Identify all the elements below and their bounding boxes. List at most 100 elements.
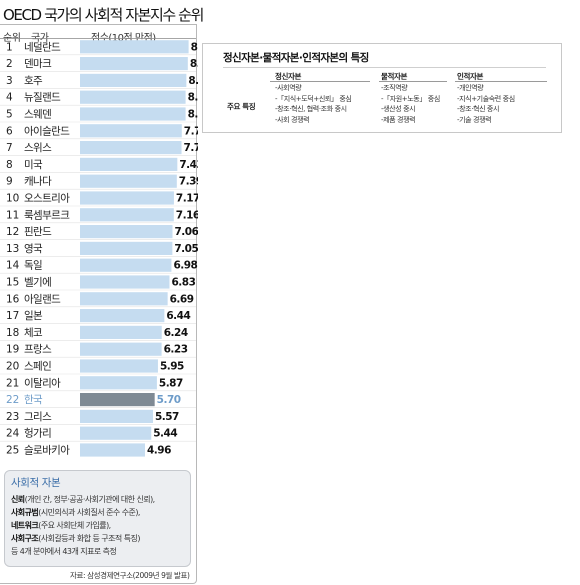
- bar: [80, 325, 162, 339]
- legend-item: 사회구조(사회갈등과 화합 등 구조적 특징): [11, 532, 184, 545]
- rank-label: 23: [6, 411, 19, 423]
- bar: [80, 342, 162, 356]
- chart-frame: [0, 24, 197, 584]
- bar: [80, 225, 173, 239]
- bar: [80, 191, 174, 205]
- value-label: 6.83: [171, 277, 195, 289]
- bar: [80, 376, 157, 390]
- legend-term: 신뢰: [11, 495, 25, 504]
- rank-label: 2: [6, 58, 13, 70]
- list-item: -창조·혁신 중시: [457, 105, 500, 113]
- list-item: -지식+기술숙련 중심: [457, 94, 515, 103]
- value-label: 7.05: [174, 243, 198, 255]
- comparison-table: 정신자본·물적자본·인적자본의 특징 정신자본 물적자본 인적자본 주요 특징 …: [202, 43, 562, 133]
- country-label: 스위스: [24, 141, 52, 154]
- value-label: 7.75: [184, 142, 198, 154]
- bar: [80, 393, 155, 407]
- bar: [80, 443, 145, 457]
- column-header-mental: 정신자본: [275, 72, 301, 81]
- comparison-title: 정신자본·물적자본·인적자본의 특징: [223, 52, 369, 64]
- value-label: 8.06: [188, 109, 198, 121]
- country-label: 핀란드: [24, 226, 52, 238]
- bar: [80, 258, 172, 272]
- value-label: 6.24: [164, 327, 188, 339]
- bar: [80, 107, 186, 121]
- value-label: 7.39: [179, 176, 198, 188]
- country-label: 그리스: [24, 411, 52, 423]
- country-label: 네덜란드: [24, 41, 61, 53]
- bar: [80, 409, 153, 423]
- country-label: 이탈리아: [24, 376, 61, 389]
- country-label: 체코: [24, 327, 43, 339]
- legend-item: 사회규범(시민의식과 사회질서 준수 수준),: [11, 506, 184, 519]
- country-label: 덴마크: [24, 58, 52, 70]
- list-item: -개인역량: [457, 84, 484, 92]
- bar: [80, 292, 168, 306]
- country-label: 캐나다: [24, 176, 52, 188]
- country-label: 벨기에: [24, 277, 51, 289]
- rank-label: 10: [6, 193, 19, 205]
- bar: [80, 40, 189, 54]
- country-label: 오스트리아: [24, 193, 70, 205]
- column-items-mental: -사회역량 -「지식+도덕+신뢰」 중심 -창조·혁신, 협력·조화 중시 -사…: [275, 83, 352, 125]
- chart-title: OECD 국가의 사회적 자본지수 순위: [3, 6, 204, 24]
- bar: [80, 124, 182, 138]
- legend-term: 사회규범: [11, 508, 39, 517]
- value-label: 6.69: [170, 293, 194, 305]
- column-header-human: 인적자본: [457, 72, 483, 81]
- country-label: 한국: [24, 394, 43, 406]
- column-divider: [270, 81, 370, 82]
- value-label: 7.16: [176, 209, 198, 221]
- legend-desc: (개인 간, 정부·공공·사회기관에 대한 신뢰),: [24, 495, 156, 504]
- country-label: 독일: [24, 259, 42, 272]
- rank-label: 14: [6, 260, 20, 272]
- list-item: -기술 경쟁력: [457, 115, 492, 124]
- bar: [80, 275, 170, 289]
- column-divider: [379, 81, 447, 82]
- rank-label: 11: [6, 209, 19, 221]
- country-label: 일본: [24, 309, 43, 322]
- rank-label: 5: [6, 109, 13, 121]
- country-label: 아일랜드: [24, 292, 61, 305]
- bar: [80, 157, 178, 171]
- bar: [80, 90, 186, 104]
- rank-label: 9: [6, 176, 13, 188]
- rank-label: 17: [6, 310, 19, 322]
- column-items-human: -개인역량 -지식+기술숙련 중심 -창조·혁신 중시 -기술 경쟁력: [457, 83, 515, 125]
- value-label: 7.77: [184, 125, 198, 137]
- rank-label: 6: [6, 125, 13, 137]
- bar: [80, 174, 177, 188]
- value-label: 7.06: [174, 226, 198, 238]
- source-note: 자료: 삼성경제연구소(2009년 9월 발표): [70, 571, 190, 580]
- rank-label: 21: [6, 377, 19, 389]
- country-label: 슬로바키아: [24, 445, 70, 457]
- country-label: 룩셈부르크: [24, 209, 70, 221]
- list-item: -「자원+노동」 중심: [381, 94, 440, 103]
- country-label: 프랑스: [24, 344, 52, 356]
- list-item: -창조·혁신, 협력·조화 중시: [275, 105, 347, 113]
- legend-footer: 등 4개 분야에서 43개 지표로 측정: [11, 547, 117, 556]
- list-item: -조직역량: [381, 84, 408, 92]
- country-label: 스페인: [24, 361, 51, 373]
- rank-label: 15: [6, 277, 19, 289]
- country-label: 뉴질랜드: [24, 92, 61, 104]
- row-label: 주요 특징: [227, 102, 256, 111]
- legend-term: 사회구조: [11, 534, 39, 543]
- country-label: 영국: [24, 243, 43, 255]
- rank-label: 3: [6, 75, 13, 87]
- value-label: 5.87: [159, 377, 183, 389]
- legend-title: 사회적 자본: [11, 477, 61, 489]
- value-label: 4.96: [147, 445, 171, 457]
- value-label: 6.44: [166, 310, 190, 322]
- bar: [80, 241, 173, 255]
- rank-label: 1: [6, 41, 13, 53]
- bar: [80, 208, 174, 222]
- value-label: 6.98: [173, 260, 197, 272]
- legend-desc: (주요 사회단체 가입률),: [38, 521, 111, 530]
- rank-label: 24: [6, 428, 20, 440]
- country-label: 호주: [24, 75, 43, 87]
- rank-label: 25: [6, 445, 19, 457]
- column-header-physical: 물적자본: [381, 72, 407, 81]
- rank-label: 19: [6, 344, 19, 356]
- list-item: -「지식+도덕+신뢰」 중심: [275, 94, 352, 103]
